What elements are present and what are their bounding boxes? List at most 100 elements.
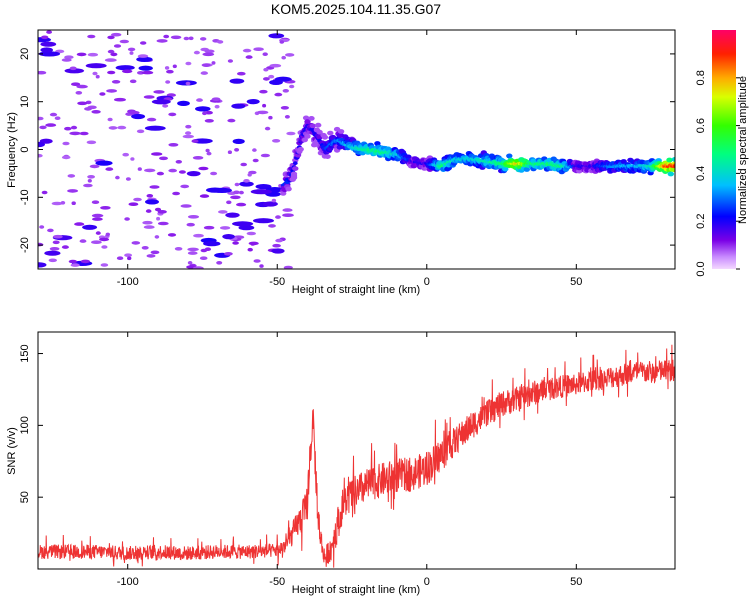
- x-tick-label: -50: [269, 576, 285, 588]
- heatmap-noise-cell: [127, 47, 136, 52]
- heatmap-noise-cell: [142, 220, 153, 225]
- snr-series-line: [38, 344, 675, 568]
- heatmap-noise-cell: [247, 173, 252, 177]
- heatmap-noise-cell: [107, 49, 115, 54]
- heatmap-noise-cell: [99, 237, 110, 242]
- heatmap-noise-cell: [252, 148, 257, 152]
- heatmap-noise-cell: [115, 65, 135, 71]
- heatmap-noise-cell: [69, 66, 77, 71]
- heatmap-ridge-cell: [301, 137, 308, 143]
- heatmap-noise-cell: [129, 79, 137, 84]
- heatmap-noise-cell: [232, 221, 254, 227]
- heatmap-noise-cell: [107, 70, 116, 75]
- heatmap-ridge-cell: [302, 115, 310, 121]
- heatmap-ridge-cell: [297, 146, 304, 152]
- heatmap-noise-cell: [38, 51, 61, 57]
- heatmap-noise-cell: [131, 241, 141, 245]
- heatmap-noise-cell: [128, 110, 140, 115]
- heatmap-noise-cell: [163, 34, 170, 39]
- heatmap-noise-cell: [127, 256, 132, 261]
- heatmap-noise-cell: [204, 49, 215, 54]
- heatmap-ridge-cell: [290, 171, 298, 177]
- heatmap-noise-cell: [145, 209, 152, 213]
- heatmap-noise-cell: [279, 40, 285, 44]
- heatmap-noise-cell: [145, 199, 159, 205]
- y-tick-label: 20: [19, 48, 31, 60]
- heatmap-noise-cell: [167, 233, 177, 237]
- heatmap-noise-cell: [193, 50, 200, 55]
- heatmap-noise-cell: [280, 106, 289, 110]
- heatmap-noise-cell: [219, 226, 231, 230]
- heatmap-ridge-cell: [316, 129, 323, 135]
- heatmap-noise-cell: [177, 100, 190, 106]
- heatmap-noise-cell: [40, 41, 57, 47]
- heatmap-noise-cell: [175, 160, 182, 164]
- heatmap-noise-cell: [185, 124, 192, 129]
- heatmap-noise-cell: [144, 168, 156, 173]
- heatmap-noise-cell: [95, 231, 101, 235]
- heatmap-noise-cell: [87, 34, 96, 39]
- heatmap-noise-cell: [156, 171, 164, 176]
- heatmap-noise-cell: [253, 218, 274, 224]
- spectrogram-x-ticks: -100 -50 0 50: [117, 30, 582, 288]
- spectrogram-y-ticks: -20 -10 0 10 20: [19, 48, 675, 253]
- heatmap-noise-cell: [247, 247, 253, 252]
- heatmap-ridge-cell: [315, 122, 322, 128]
- x-tick-label: -100: [117, 276, 139, 288]
- heatmap-noise-cell: [174, 247, 183, 251]
- x-tick-label: -50: [269, 276, 285, 288]
- heatmap-noise-cell: [71, 201, 76, 205]
- heatmap-ridge-cell: [304, 134, 311, 139]
- heatmap-noise-cell: [269, 63, 282, 68]
- snr-panel: -100 -50 0 50 50 100 150 Height of straight l…: [6, 331, 676, 596]
- heatmap-ridge-cell: [285, 186, 292, 192]
- heatmap-noise-cell: [141, 246, 149, 250]
- heatmap-noise-cell: [41, 35, 49, 40]
- heatmap-noise-cell: [185, 81, 191, 86]
- heatmap-noise-cell: [111, 80, 121, 84]
- x-tick-label: 0: [424, 576, 430, 588]
- heatmap-noise-cell: [61, 155, 71, 160]
- chart-title: KOM5.2025.104.11.35.G07: [271, 1, 441, 17]
- heatmap-ridge-cell: [292, 166, 299, 172]
- y-tick-label: -10: [19, 189, 31, 205]
- heatmap-noise-cell: [92, 217, 103, 221]
- heatmap-noise-cell: [131, 113, 146, 120]
- heatmap-noise-cell: [238, 190, 244, 195]
- colorbar-gradient: [712, 30, 736, 269]
- heatmap-noise-cell: [253, 259, 261, 263]
- heatmap-noise-cell: [100, 263, 109, 267]
- heatmap-noise-cell: [41, 190, 48, 195]
- heatmap-noise-cell: [268, 115, 273, 120]
- heatmap-noise-cell: [83, 183, 93, 188]
- heatmap-noise-cell: [84, 107, 92, 111]
- heatmap-noise-cell: [200, 71, 208, 75]
- heatmap-noise-cell: [234, 148, 240, 152]
- heatmap-noise-cell: [49, 112, 58, 117]
- heatmap-noise-cell: [107, 117, 113, 122]
- heatmap-ridge-cell: [304, 119, 311, 125]
- heatmap-ridge-cell: [523, 167, 530, 172]
- heatmap-noise-cell: [91, 213, 104, 218]
- heatmap-noise-cell: [268, 33, 285, 39]
- heatmap-noise-cell: [283, 265, 293, 269]
- heatmap-noise-cell: [187, 251, 198, 255]
- heatmap-noise-cell: [62, 141, 70, 146]
- heatmap-noise-cell: [185, 61, 192, 66]
- heatmap-noise-cell: [268, 74, 275, 79]
- heatmap-noise-cell: [91, 200, 100, 204]
- heatmap-noise-cell: [99, 92, 106, 96]
- heatmap-noise-cell: [186, 171, 201, 177]
- heatmap-noise-cell: [253, 47, 264, 51]
- heatmap-noise-cell: [95, 74, 100, 79]
- y-tick-label: 100: [19, 416, 31, 434]
- heatmap-noise-cell: [172, 64, 177, 69]
- heatmap-noise-cell: [49, 247, 60, 251]
- heatmap-noise-cell: [200, 37, 207, 41]
- heatmap-noise-cell: [204, 119, 214, 123]
- heatmap-noise-cell: [122, 152, 129, 157]
- heatmap-ridge-cell: [308, 116, 315, 121]
- heatmap-noise-cell: [262, 201, 278, 207]
- heatmap-noise-cell: [87, 175, 95, 179]
